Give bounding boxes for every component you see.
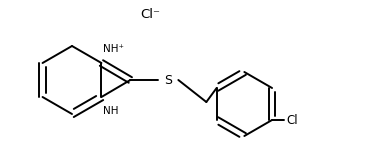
Text: Cl: Cl xyxy=(286,113,298,126)
Text: NH⁺: NH⁺ xyxy=(103,44,124,54)
Text: NH: NH xyxy=(103,106,119,116)
Text: Cl⁻: Cl⁻ xyxy=(140,8,160,20)
Text: S: S xyxy=(164,73,172,87)
